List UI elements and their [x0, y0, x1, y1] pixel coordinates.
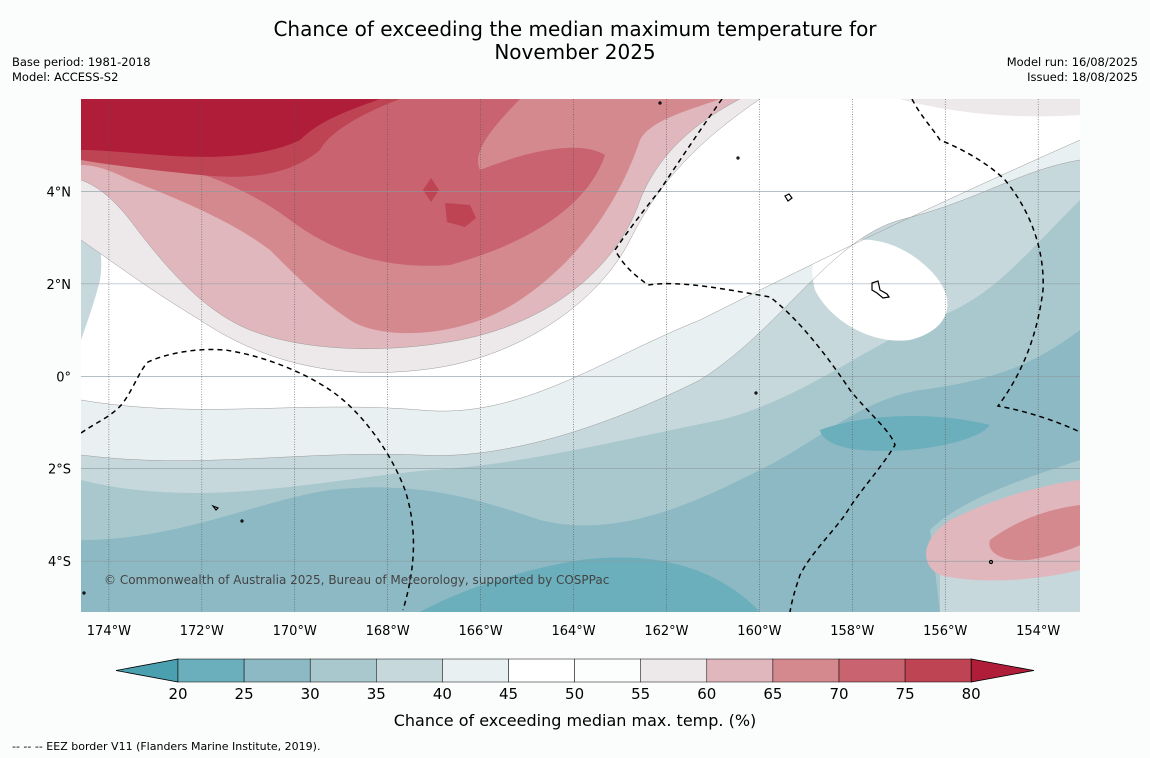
lon-label: 164°W: [551, 624, 595, 639]
map-title: Chance of exceeding the median maximum t…: [0, 18, 1150, 64]
lat-label: 0°: [56, 370, 71, 385]
island-3: [211, 504, 220, 511]
left-meta: Base period: 1981-2018 Model: ACCESS-S2: [12, 55, 151, 85]
island-5: [736, 156, 740, 160]
colorbar-segment: [904, 658, 972, 683]
lon-label: 160°W: [737, 624, 781, 639]
colorbar-segment: [574, 658, 641, 683]
eez-border-east: [911, 99, 1080, 433]
colorbar-tick-label: 80: [962, 685, 981, 703]
lon-label: 166°W: [459, 624, 503, 639]
lat-label: 4°N: [47, 185, 72, 200]
islands: [82, 101, 994, 595]
lon-label: 154°W: [1016, 624, 1060, 639]
warm-patch-square: [445, 203, 476, 227]
title-line-2: November 2025: [494, 40, 656, 64]
lon-label: 170°W: [273, 624, 317, 639]
colorbar-label: Chance of exceeding median max. temp. (%…: [394, 711, 757, 730]
colorbar-segment: [640, 658, 708, 683]
island-2: [871, 280, 891, 299]
colorbar-tick-label: 30: [301, 685, 320, 703]
colorbar-segment: [706, 658, 774, 683]
credit-text: © Commonwealth of Australia 2025, Bureau…: [104, 573, 609, 587]
lon-label: 172°W: [180, 624, 224, 639]
eez-footnote: -- -- -- EEZ border V11 (Flanders Marine…: [12, 740, 321, 753]
colorbar-tick-label: 35: [367, 685, 386, 703]
right-meta: Model run: 16/08/2025 Issued: 18/08/2025: [1007, 55, 1138, 85]
colorbar-tick-label: 40: [433, 685, 452, 703]
title-line-1: Chance of exceeding the median maximum t…: [273, 17, 877, 41]
lon-label: 168°W: [366, 624, 410, 639]
lon-label: 156°W: [923, 624, 967, 639]
colorbar-segment: [309, 658, 377, 683]
colorbar-tick-label: 75: [896, 685, 915, 703]
island-8: [82, 591, 86, 595]
lat-label: 2°N: [47, 278, 72, 293]
lon-label: 158°W: [830, 624, 874, 639]
model-name: Model: ACCESS-S2: [12, 70, 119, 84]
map-figure: © Commonwealth of Australia 2025, Bureau…: [47, 99, 1080, 730]
colorbar: [115, 658, 1035, 683]
contour-band-below-25-east: [820, 415, 990, 451]
eez-border-central: [614, 99, 896, 612]
lat-label: 2°S: [48, 463, 71, 478]
colorbar-segment: [243, 658, 311, 683]
graticule: [81, 99, 1080, 612]
colorbar-tick-label: 45: [499, 685, 518, 703]
contour-band-below-25: [420, 557, 760, 612]
colorbar-tick-label: 25: [235, 685, 254, 703]
island-1: [784, 193, 793, 202]
eez-border-west: [81, 348, 415, 611]
warm-patch-diamond-1: [423, 178, 439, 202]
island-9: [988, 559, 994, 565]
contour-band-above-80: [81, 99, 380, 157]
colorbar-segment: [838, 658, 906, 683]
colorbar-tick-label: 65: [763, 685, 782, 703]
lon-label: 174°W: [87, 624, 131, 639]
model-run: Model run: 16/08/2025: [1006, 55, 1138, 69]
island-7: [754, 391, 758, 395]
colorbar-extend-high: [970, 658, 1035, 683]
colorbar-segment: [508, 658, 575, 683]
lat-axis-labels: 4°N 2°N 0° 2°S 4°S: [47, 185, 72, 570]
contour-band-below-30: [81, 330, 1080, 612]
colorbar-tick-label: 70: [829, 685, 848, 703]
colorbar-segment: [442, 658, 509, 683]
colorbar-segment: [177, 658, 245, 683]
lat-label: 4°S: [48, 555, 71, 570]
island-6: [240, 519, 244, 523]
base-period: Base period: 1981-2018: [12, 55, 151, 69]
lon-label: 162°W: [644, 624, 688, 639]
colorbar-segment: [376, 658, 443, 683]
colorbar-tick-label: 60: [697, 685, 716, 703]
island-4: [658, 101, 662, 105]
colorbar-segment: [772, 658, 840, 683]
map-plot-area: © Commonwealth of Australia 2025, Bureau…: [81, 99, 1080, 612]
colorbar-extend-low: [115, 658, 179, 683]
colorbar-tick-label: 20: [168, 685, 187, 703]
colorbar-tick-label: 50: [565, 685, 584, 703]
issued-date: Issued: 18/08/2025: [1027, 70, 1138, 84]
colorbar-tick-labels: 20 25 30 35 40 45 50 55 60 65 70 75 80: [168, 685, 980, 703]
lon-axis-labels: 174°W 172°W 170°W 168°W 166°W 164°W 162°W 160°W…: [87, 624, 1061, 639]
warm-patch-southeast-70: [989, 505, 1080, 561]
colorbar-tick-label: 55: [631, 685, 650, 703]
eez-borders: [81, 99, 1080, 612]
